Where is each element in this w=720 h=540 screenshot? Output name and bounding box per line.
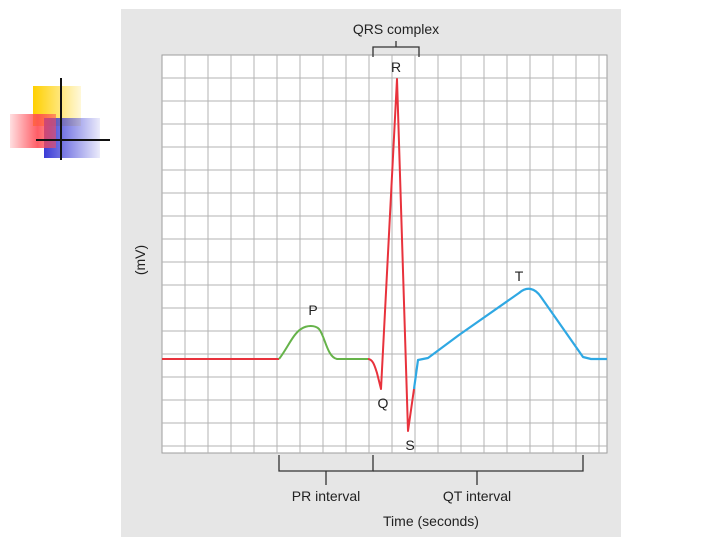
qt-interval-bracket	[373, 455, 584, 472]
p-wave-label: P	[308, 302, 317, 318]
grid-lines	[162, 55, 607, 453]
grid-background	[161, 54, 608, 454]
x-axis-label: Time (seconds)	[383, 513, 479, 529]
pr-interval-label: PR interval	[292, 488, 360, 504]
deco-red-square	[10, 114, 56, 148]
p-wave	[278, 325, 368, 360]
qt-interval-label: QT interval	[443, 488, 511, 504]
q-wave-label: Q	[378, 395, 389, 411]
t-wave-label: T	[515, 268, 524, 284]
ecg-diagram-panel: QRS complex P R Q S T (mV) PR interval Q…	[121, 9, 621, 537]
r-wave-label: R	[391, 59, 401, 75]
qrs-complex-waveform	[367, 78, 415, 432]
y-axis-label: (mV)	[132, 245, 148, 275]
pr-interval-bracket	[278, 455, 374, 472]
qrs-complex-label: QRS complex	[353, 21, 439, 37]
st-segment-and-t-wave	[412, 287, 607, 390]
s-wave-label: S	[405, 437, 414, 453]
decorative-squares-icon	[10, 78, 110, 160]
ecg-diagram: QRS complex P R Q S T (mV) PR interval Q…	[132, 21, 608, 529]
